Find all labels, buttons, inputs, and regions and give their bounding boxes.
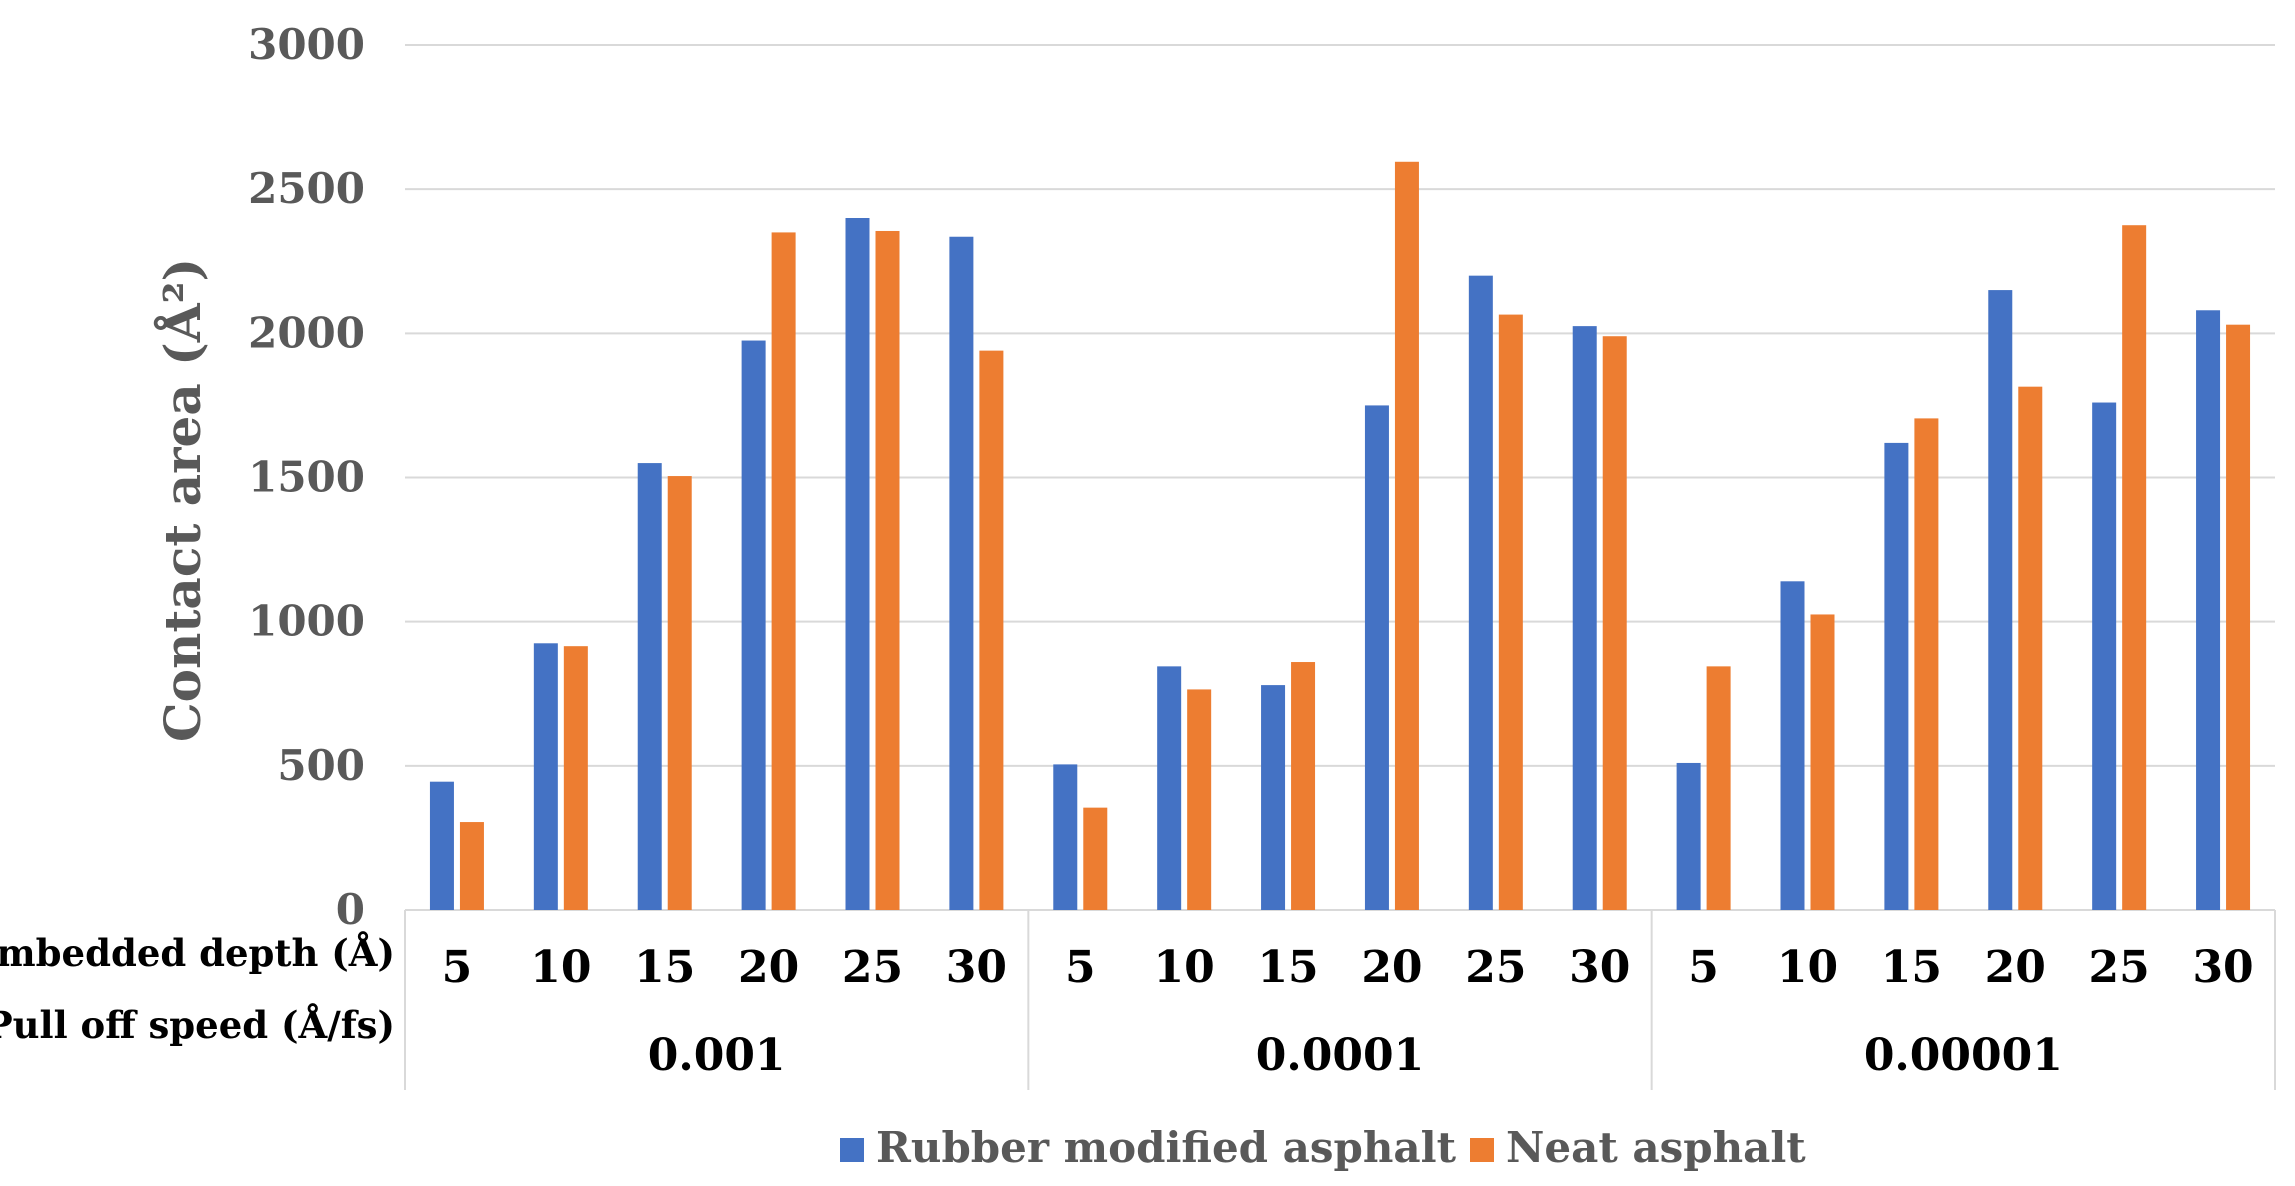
bar-rubber-5	[949, 236, 974, 910]
y-tick-label: 2000	[248, 308, 365, 357]
depth-tick-label: 20	[1361, 942, 1422, 993]
bar-neat-15	[2018, 386, 2043, 910]
bar-neat-10	[1498, 314, 1523, 910]
bar-neat-12	[1706, 666, 1731, 910]
legend-swatch-neat	[1470, 1138, 1494, 1162]
y-tick-label: 1500	[248, 453, 365, 502]
depth-tick-label: 15	[1881, 942, 1942, 993]
depth-tick-label: 30	[946, 942, 1007, 993]
depth-tick-label: 5	[1688, 942, 1719, 993]
depth-tick-label: 20	[738, 942, 799, 993]
speed-group-label: 0.00001	[1864, 1030, 2063, 1081]
y-tick-label: 2500	[248, 164, 365, 213]
y-axis-label: Contact area (Å²)	[153, 258, 212, 742]
bar-rubber-3	[741, 340, 766, 911]
y-tick-label: 0	[336, 885, 365, 934]
depth-tick-label: 10	[1777, 942, 1838, 993]
bar-neat-8	[1291, 662, 1316, 910]
y-axis-ticks: 0 500 1000 1500 2000 2500 3000	[248, 20, 365, 934]
bar-rubber-0	[429, 781, 454, 910]
bars	[429, 161, 2251, 911]
legend: Rubber modified asphalt Neat asphalt	[840, 1123, 1806, 1172]
bar-rubber-14	[1884, 442, 1909, 910]
bar-neat-0	[459, 822, 484, 910]
depth-tick-label: 30	[2192, 942, 2253, 993]
y-tick-label: 1000	[248, 597, 365, 646]
bar-neat-2	[667, 476, 692, 910]
legend-label-rubber: Rubber modified asphalt	[876, 1123, 1457, 1172]
depth-tick-label: 5	[442, 942, 473, 993]
bar-neat-3	[771, 232, 796, 910]
bar-rubber-8	[1261, 685, 1286, 910]
depth-tick-label: 15	[634, 942, 695, 993]
bar-rubber-16	[2092, 402, 2117, 910]
speed-group-label: 0.0001	[1256, 1030, 1424, 1081]
legend-swatch-rubber	[840, 1138, 864, 1162]
bar-neat-6	[1083, 807, 1108, 910]
bar-neat-17	[2226, 324, 2251, 910]
depth-tick-label: 10	[1154, 942, 1215, 993]
bar-neat-13	[1810, 614, 1835, 910]
depth-tick-label: 25	[842, 942, 903, 993]
bar-rubber-13	[1780, 581, 1805, 910]
bar-rubber-6	[1053, 764, 1078, 910]
bar-neat-4	[875, 230, 900, 911]
bar-rubber-12	[1676, 762, 1701, 910]
speed-row-label: Pull off speed (Å/fs)	[0, 1003, 395, 1047]
bar-neat-7	[1187, 689, 1212, 910]
bar-rubber-4	[845, 218, 870, 910]
bar-rubber-1	[533, 643, 558, 910]
bar-rubber-2	[637, 463, 662, 910]
gridlines	[405, 44, 2275, 911]
bar-rubber-17	[2196, 310, 2221, 910]
depth-tick-label: 15	[1257, 942, 1318, 993]
bar-neat-14	[1914, 418, 1939, 910]
bar-rubber-11	[1572, 326, 1597, 910]
bar-neat-5	[979, 350, 1004, 911]
category-table: Embedded depth (Å) Pull off speed (Å/fs)…	[0, 910, 2276, 1090]
depth-tick-label: 25	[1465, 942, 1526, 993]
depth-tick-label: 20	[1985, 942, 2046, 993]
depth-tick-label: 10	[530, 942, 591, 993]
bar-rubber-10	[1468, 275, 1493, 911]
depth-tick-label: 30	[1569, 942, 1630, 993]
bar-rubber-7	[1157, 666, 1182, 910]
speed-group-label: 0.001	[648, 1030, 786, 1081]
bar-neat-16	[2122, 225, 2147, 911]
bar-neat-9	[1394, 161, 1419, 910]
depth-tick-label: 25	[2089, 942, 2150, 993]
bar-rubber-9	[1364, 405, 1389, 910]
bar-rubber-15	[1988, 290, 2013, 910]
legend-label-neat: Neat asphalt	[1506, 1123, 1806, 1172]
bar-neat-11	[1602, 336, 1627, 910]
bar-neat-1	[563, 646, 588, 910]
y-tick-label: 500	[277, 741, 365, 790]
y-tick-label: 3000	[248, 20, 365, 69]
depth-row-label: Embedded depth (Å)	[0, 931, 395, 975]
depth-tick-label: 5	[1065, 942, 1096, 993]
